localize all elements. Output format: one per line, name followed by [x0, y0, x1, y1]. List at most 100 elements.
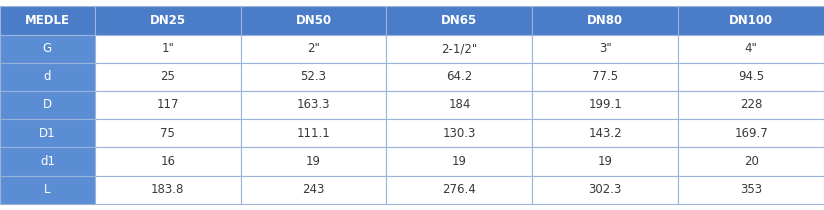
- Bar: [678, 147, 824, 176]
- Text: 353: 353: [740, 183, 762, 196]
- Text: 199.1: 199.1: [588, 98, 622, 112]
- Bar: [95, 6, 241, 34]
- Bar: [95, 34, 241, 63]
- Text: d1: d1: [40, 155, 55, 168]
- Bar: [386, 6, 532, 34]
- Text: 94.5: 94.5: [738, 70, 764, 83]
- Bar: [0, 63, 95, 91]
- Bar: [386, 6, 532, 34]
- Bar: [241, 91, 386, 119]
- Bar: [532, 6, 678, 34]
- Bar: [241, 119, 386, 147]
- Bar: [241, 63, 386, 91]
- Text: 276.4: 276.4: [442, 183, 476, 196]
- Bar: [241, 147, 386, 176]
- Text: 117: 117: [157, 98, 179, 112]
- Bar: [532, 176, 678, 204]
- Bar: [0, 6, 95, 34]
- Bar: [95, 34, 241, 63]
- Bar: [532, 119, 678, 147]
- Bar: [532, 147, 678, 176]
- Bar: [95, 147, 241, 176]
- Text: 130.3: 130.3: [442, 127, 476, 140]
- Bar: [0, 147, 95, 176]
- Bar: [532, 63, 678, 91]
- Bar: [386, 176, 532, 204]
- Bar: [241, 176, 386, 204]
- Bar: [386, 34, 532, 63]
- Text: 184: 184: [448, 98, 471, 112]
- Text: 52.3: 52.3: [301, 70, 326, 83]
- Bar: [0, 63, 95, 91]
- Bar: [95, 91, 241, 119]
- Text: DN100: DN100: [729, 14, 773, 27]
- Bar: [678, 119, 824, 147]
- Text: d: d: [44, 70, 51, 83]
- Bar: [386, 91, 532, 119]
- Text: 75: 75: [160, 127, 176, 140]
- Bar: [386, 63, 532, 91]
- Bar: [95, 63, 241, 91]
- Text: 169.7: 169.7: [734, 127, 768, 140]
- Bar: [386, 91, 532, 119]
- Bar: [0, 34, 95, 63]
- Text: DN65: DN65: [442, 14, 477, 27]
- Text: L: L: [44, 183, 50, 196]
- Bar: [241, 119, 386, 147]
- Bar: [532, 176, 678, 204]
- Bar: [0, 91, 95, 119]
- Bar: [0, 176, 95, 204]
- Bar: [0, 34, 95, 63]
- Bar: [532, 34, 678, 63]
- Bar: [678, 91, 824, 119]
- Text: 64.2: 64.2: [447, 70, 472, 83]
- Text: 163.3: 163.3: [297, 98, 330, 112]
- Text: G: G: [43, 42, 52, 55]
- Text: 111.1: 111.1: [297, 127, 330, 140]
- Text: 183.8: 183.8: [151, 183, 185, 196]
- Text: 2-1/2": 2-1/2": [442, 42, 477, 55]
- Bar: [0, 147, 95, 176]
- Bar: [95, 176, 241, 204]
- Bar: [386, 63, 532, 91]
- Text: 143.2: 143.2: [588, 127, 622, 140]
- Bar: [241, 91, 386, 119]
- Text: 4": 4": [745, 42, 757, 55]
- Bar: [532, 91, 678, 119]
- Bar: [241, 176, 386, 204]
- Text: 2": 2": [307, 42, 320, 55]
- Text: 19: 19: [306, 155, 321, 168]
- Bar: [532, 34, 678, 63]
- Bar: [386, 119, 532, 147]
- Bar: [386, 147, 532, 176]
- Bar: [532, 91, 678, 119]
- Bar: [0, 119, 95, 147]
- Bar: [678, 63, 824, 91]
- Bar: [241, 34, 386, 63]
- Bar: [386, 34, 532, 63]
- Bar: [241, 6, 386, 34]
- Text: 19: 19: [452, 155, 467, 168]
- Bar: [0, 176, 95, 204]
- Bar: [532, 119, 678, 147]
- Bar: [241, 6, 386, 34]
- Bar: [678, 6, 824, 34]
- Bar: [678, 176, 824, 204]
- Bar: [0, 6, 95, 34]
- Text: MEDLE: MEDLE: [25, 14, 70, 27]
- Text: 302.3: 302.3: [588, 183, 622, 196]
- Text: DN80: DN80: [588, 14, 623, 27]
- Bar: [0, 119, 95, 147]
- Text: 3": 3": [599, 42, 611, 55]
- Text: 16: 16: [160, 155, 176, 168]
- Text: D1: D1: [39, 127, 56, 140]
- Bar: [95, 147, 241, 176]
- Bar: [532, 63, 678, 91]
- Text: 243: 243: [302, 183, 325, 196]
- Bar: [386, 176, 532, 204]
- Bar: [532, 147, 678, 176]
- Bar: [678, 34, 824, 63]
- Bar: [95, 176, 241, 204]
- Text: DN25: DN25: [150, 14, 185, 27]
- Bar: [95, 119, 241, 147]
